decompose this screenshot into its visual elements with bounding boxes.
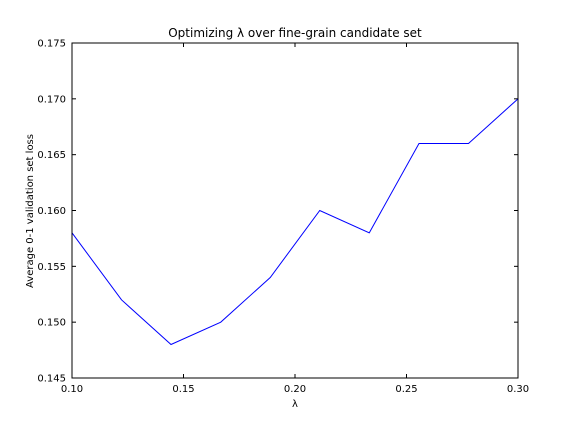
series-line [71,98,519,346]
y-tick-label: 0.170 [37,94,66,105]
y-tick-label: 0.150 [37,318,66,329]
y-tick-label: 0.165 [37,150,66,161]
plot-area-frame [71,42,519,379]
chart-title: Optimizing λ over fine-grain candidate s… [168,26,422,40]
x-tick-label: 0.10 [61,384,83,395]
y-tick-label: 0.175 [37,39,66,50]
x-tick-label: 0.25 [395,384,417,395]
y-tick-label: 0.155 [37,262,66,273]
y-axis-label: Average 0-1 validation set loss [25,134,36,288]
y-tick-label: 0.160 [37,206,66,217]
x-tick-label: 0.15 [172,384,194,395]
x-axis-label: λ [292,399,298,410]
x-tick-label: 0.30 [507,384,529,395]
y-tick-label: 0.145 [37,374,66,385]
x-tick-label: 0.20 [284,384,306,395]
